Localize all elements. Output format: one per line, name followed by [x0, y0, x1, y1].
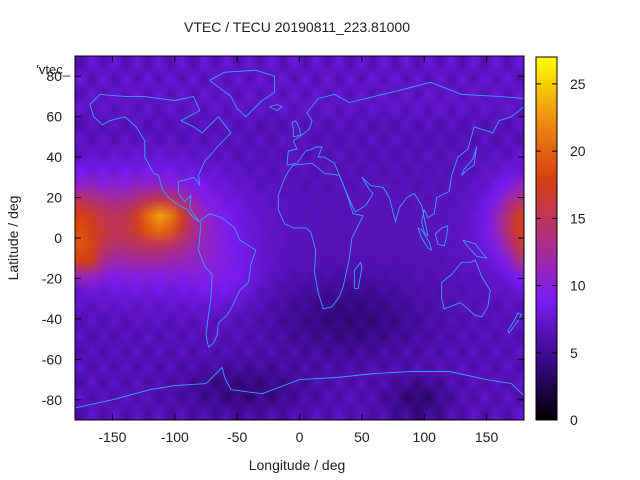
x-tick-label: 100	[413, 429, 437, 445]
colorbar-tick-label: 0	[570, 412, 578, 428]
coastlines	[74, 69, 525, 409]
coastline-north-america	[89, 93, 232, 223]
colorbar-tick-label: 20	[570, 143, 586, 159]
y-axis: -80 -60 -40 -20 0 20 40 60 80	[42, 68, 524, 408]
y-tick-label: 80	[46, 68, 62, 84]
x-tick-label: 0	[296, 429, 304, 445]
colorbar-tick-label: 5	[570, 345, 578, 361]
heatmap	[75, 56, 524, 420]
coastline-eurasia	[286, 81, 525, 237]
coastline-borneo	[434, 225, 449, 247]
x-tick-label: -150	[98, 429, 126, 445]
coastline-sumatra	[417, 227, 433, 251]
x-axis-label: Longitude / deg	[249, 457, 346, 473]
coastline-new-guinea	[462, 239, 488, 259]
coastline-uk	[291, 120, 302, 138]
x-tick-label: 50	[354, 429, 370, 445]
x-tick-label: 150	[475, 429, 499, 445]
colorbar-tick-label: 15	[570, 210, 586, 226]
x-axis: -150 -100 -50 0 50 100 150	[98, 56, 498, 445]
x-tick-label: -100	[161, 429, 189, 445]
y-axis-label: Latitude / deg	[5, 196, 21, 281]
colorbar	[535, 56, 558, 421]
key-label: 'vtec_	[36, 62, 70, 77]
y-tick-label: 40	[46, 149, 62, 165]
coastline-iceland	[269, 104, 283, 112]
y-tick-label: -60	[42, 351, 62, 367]
chart-title: VTEC / TECU 20190811_223.81000	[184, 19, 410, 35]
coastline-greenland	[209, 69, 276, 118]
y-tick-label: 0	[54, 230, 62, 246]
coastline-new-zealand	[507, 312, 522, 334]
coastline-africa	[277, 162, 364, 310]
coastline-japan	[461, 146, 478, 176]
y-tick-label: 60	[46, 109, 62, 125]
y-tick-label: 20	[46, 190, 62, 206]
coastline-south-america	[198, 213, 257, 348]
colorbar-tick-label: 25	[570, 76, 586, 92]
colorbar-ticks: 0 5 10 15 20 25	[536, 76, 586, 428]
y-tick-label: -40	[42, 311, 62, 327]
coastline-antarctica	[74, 366, 525, 409]
y-tick-label: -80	[42, 392, 62, 408]
colorbar-tick-label: 10	[570, 278, 586, 294]
heatmap-image	[75, 56, 524, 420]
y-tick-label: -20	[42, 270, 62, 286]
x-tick-label: -50	[227, 429, 247, 445]
coastline-australia	[441, 259, 491, 318]
coastline-madagascar	[353, 261, 363, 290]
